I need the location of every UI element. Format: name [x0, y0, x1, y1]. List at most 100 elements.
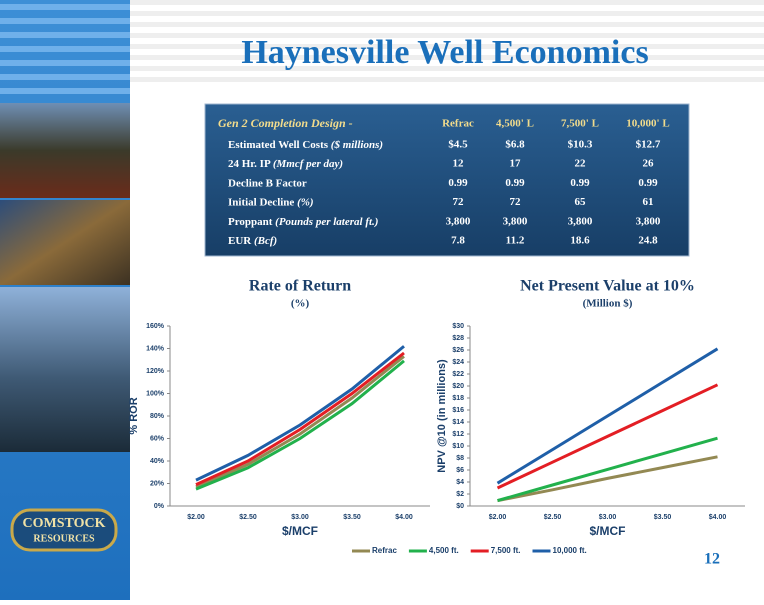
row-label-text: Initial Decline: [228, 196, 294, 208]
y-tick-label: $12: [452, 431, 464, 438]
table-cell: 17: [510, 158, 522, 170]
table-cell: 0.99: [570, 177, 590, 189]
y-tick-label: $4: [456, 479, 464, 486]
chart: Net Present Value at 10% (Million $) $0 $2 $…: [436, 278, 745, 538]
y-axis-label: % ROR: [128, 397, 140, 434]
table-cell: 0.99: [505, 177, 525, 189]
x-tick-label: $3.00: [599, 514, 617, 521]
y-tick-label: $20: [452, 383, 464, 390]
y-tick-label: 120%: [146, 368, 165, 375]
series-line: [195, 355, 405, 489]
row-label-text: EUR: [228, 235, 252, 247]
table-cell: 0.99: [638, 177, 658, 189]
x-tick-label: $2.00: [187, 514, 205, 521]
row-label: Initial Decline (%): [228, 196, 314, 208]
row-label: Decline B Factor: [228, 177, 307, 189]
x-tick-label: $4.00: [709, 514, 727, 521]
table-cell: 11.2: [506, 235, 525, 247]
table-cell: 3,800: [446, 215, 471, 227]
y-tick-label: $16: [452, 407, 464, 414]
photo: [0, 103, 130, 198]
chart-title: Rate of Return: [249, 278, 351, 295]
table-header: 10,000' L: [626, 118, 669, 130]
y-axis-label: NPV @10 (in millions): [436, 359, 448, 473]
y-tick-label: 0%: [154, 503, 165, 510]
x-tick-label: $2.50: [544, 514, 562, 521]
legend-label: Refrac: [372, 546, 397, 555]
photo: [0, 200, 130, 285]
y-tick-label: $18: [452, 395, 464, 402]
top-stripes: [130, 0, 764, 82]
table-cell: 72: [453, 196, 465, 208]
table-cell: 61: [643, 196, 654, 208]
logo-text: RESOURCES: [33, 533, 95, 544]
y-tick-label: 160%: [146, 323, 165, 330]
side-stripes: [0, 4, 130, 94]
row-label-unit: (Pounds per lateral ft.): [275, 215, 378, 227]
row-label: Proppant (Pounds per lateral ft.): [228, 215, 378, 227]
row-label: EUR (Bcf): [228, 235, 277, 247]
y-tick-label: $14: [452, 419, 464, 426]
table-cell: 24.8: [638, 235, 658, 247]
table-cell: 0.99: [448, 177, 468, 189]
legend-label: 4,500 ft.: [429, 546, 459, 555]
table: Gen 2 Completion Design - Refrac 4,500' L 7…: [218, 116, 670, 247]
logo-text: COMSTOCK: [23, 516, 106, 531]
table-cell: 65: [575, 196, 587, 208]
chart: Rate of Return (%) 0% 20% 40% 60% 80% 100% 120% 1…: [128, 278, 430, 538]
table-cell: 72: [510, 196, 522, 208]
row-label-unit: (%): [297, 196, 314, 208]
table-cell: $6.8: [505, 139, 525, 151]
table-header: 4,500' L: [496, 118, 534, 130]
y-tick-label: 80%: [150, 413, 165, 420]
y-tick-label: $0: [456, 503, 464, 510]
series-line: [195, 359, 405, 491]
row-label-unit: (Bcf): [254, 235, 277, 247]
row-label-text: 24 Hr. IP: [228, 158, 271, 170]
y-tick-label: $8: [456, 455, 464, 462]
series-line: [497, 436, 718, 503]
row-label-unit: ($ millions): [331, 139, 383, 151]
table-header: 7,500' L: [561, 118, 599, 130]
y-tick-label: $6: [456, 467, 464, 474]
row-label: 24 Hr. IP (Mmcf per day): [228, 158, 343, 170]
series-line: [497, 455, 718, 503]
series-line: [195, 345, 405, 482]
table-cell: 3,800: [636, 215, 661, 227]
chart-title: Net Present Value at 10%: [520, 278, 695, 295]
x-tick-label: $3.50: [654, 514, 672, 521]
charts: Rate of Return (%) 0% 20% 40% 60% 80% 100% 120% 1…: [128, 278, 745, 555]
table-box: [204, 103, 690, 257]
table-cell: 7.8: [451, 235, 465, 247]
row-label-text: Proppant: [228, 215, 273, 227]
x-tick-label: $4.00: [395, 514, 413, 521]
photo: [0, 287, 130, 452]
y-tick-label: $10: [452, 443, 464, 450]
x-tick-label: $2.50: [239, 514, 257, 521]
table-cell: 12: [453, 158, 465, 170]
table-cell: 3,800: [503, 215, 528, 227]
table-cell: 3,800: [568, 215, 593, 227]
table-header: Refrac: [442, 118, 474, 130]
y-tick-label: 100%: [146, 390, 165, 397]
x-axis-label: $/MCF: [590, 524, 626, 538]
y-tick-label: 60%: [150, 435, 165, 442]
series-line: [496, 383, 719, 490]
series-line: [496, 347, 719, 485]
y-tick-label: $28: [452, 335, 464, 342]
legend-label: 7,500 ft.: [491, 546, 521, 555]
x-tick-label: $3.00: [291, 514, 309, 521]
table-cell: $10.3: [568, 139, 593, 151]
chart-subtitle: (Million $): [583, 298, 633, 310]
row-label-unit: (Mmcf per day): [273, 158, 343, 170]
y-tick-label: 20%: [150, 480, 165, 487]
y-tick-label: 140%: [146, 345, 165, 352]
row-label-text: Estimated Well Costs: [228, 139, 329, 151]
slide-title: Haynesville Well Economics: [241, 34, 648, 71]
table-cell: 26: [643, 158, 655, 170]
y-tick-label: $26: [452, 347, 464, 354]
chart-subtitle: (%): [291, 298, 310, 310]
table-header: Gen 2 Completion Design -: [218, 116, 353, 130]
x-axis-label: $/MCF: [282, 524, 318, 538]
